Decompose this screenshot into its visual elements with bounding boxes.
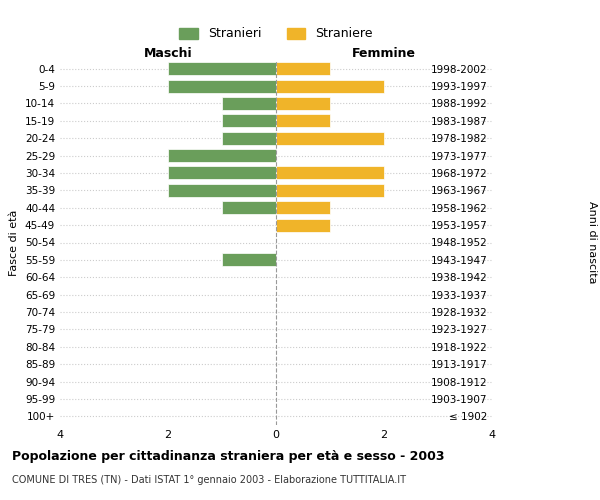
Bar bbox=[276, 97, 330, 110]
Bar bbox=[168, 149, 276, 162]
Bar bbox=[222, 97, 276, 110]
Bar bbox=[276, 184, 384, 197]
Bar bbox=[222, 254, 276, 266]
Bar bbox=[168, 166, 276, 179]
Bar bbox=[222, 132, 276, 144]
Text: Femmine: Femmine bbox=[352, 47, 416, 60]
Text: Anni di nascita: Anni di nascita bbox=[587, 201, 597, 284]
Bar bbox=[276, 114, 330, 128]
Bar bbox=[276, 166, 384, 179]
Bar bbox=[276, 201, 330, 214]
Bar bbox=[276, 218, 330, 232]
Bar bbox=[168, 184, 276, 197]
Bar bbox=[222, 201, 276, 214]
Text: Maschi: Maschi bbox=[143, 47, 193, 60]
Bar bbox=[168, 80, 276, 92]
Bar bbox=[276, 62, 330, 75]
Y-axis label: Fasce di età: Fasce di età bbox=[10, 210, 19, 276]
Bar bbox=[222, 114, 276, 128]
Text: COMUNE DI TRES (TN) - Dati ISTAT 1° gennaio 2003 - Elaborazione TUTTITALIA.IT: COMUNE DI TRES (TN) - Dati ISTAT 1° genn… bbox=[12, 475, 406, 485]
Text: Popolazione per cittadinanza straniera per età e sesso - 2003: Popolazione per cittadinanza straniera p… bbox=[12, 450, 445, 463]
Bar bbox=[168, 62, 276, 75]
Bar bbox=[276, 132, 384, 144]
Legend: Stranieri, Straniere: Stranieri, Straniere bbox=[174, 22, 378, 46]
Bar bbox=[276, 80, 384, 92]
